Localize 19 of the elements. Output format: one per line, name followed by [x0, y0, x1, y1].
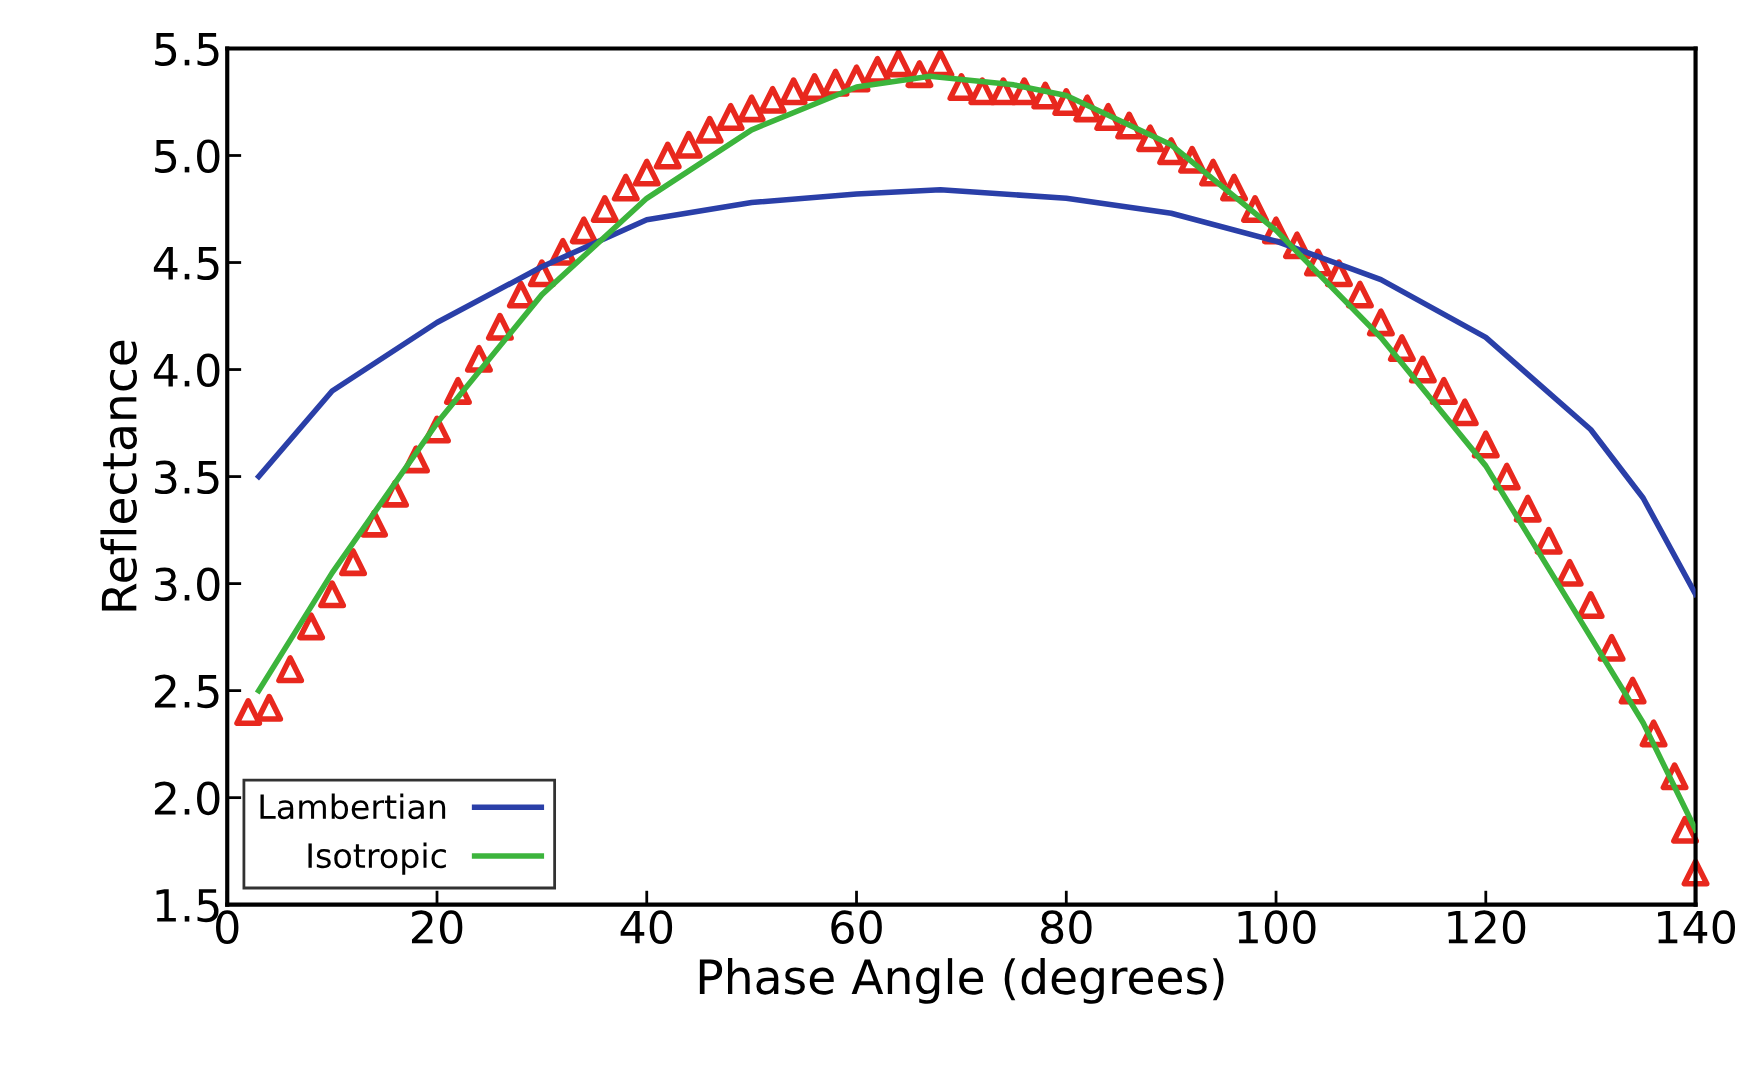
- legend-label: Lambertian: [260, 793, 446, 820]
- x-tick-label: 40: [620, 910, 673, 944]
- legend-label: Isotropic: [308, 842, 446, 875]
- x-axis-title: Phase Angle (degrees): [699, 958, 1224, 1004]
- x-tick-label: 100: [1238, 910, 1316, 944]
- x-tick-label: 20: [411, 910, 463, 944]
- y-tick-label: 5.0: [155, 139, 220, 174]
- y-tick-label: 3.0: [155, 567, 220, 602]
- y-tick-label: 2.0: [154, 781, 220, 816]
- x-tick-label: 140: [1658, 910, 1736, 944]
- y-tick-label: 5.5: [155, 32, 219, 66]
- y-tick-label: 2.5: [154, 674, 219, 709]
- x-tick-label: 60: [831, 910, 882, 944]
- y-tick-label: 3.5: [155, 460, 219, 495]
- x-tick-label: 80: [1041, 910, 1092, 944]
- x-tick-label: 120: [1448, 910, 1526, 944]
- y-tick-label: 4.5: [153, 247, 219, 281]
- y-axis-title: Reflectance: [100, 340, 137, 611]
- y-tick-label: 4.0: [153, 353, 220, 388]
